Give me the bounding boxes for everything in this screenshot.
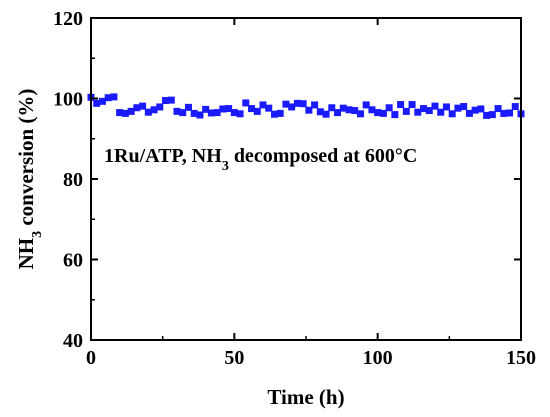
data-point — [110, 93, 118, 101]
data-point — [420, 105, 428, 113]
x-tick-label: 150 — [506, 347, 536, 369]
data-point — [121, 109, 129, 117]
data-point — [506, 109, 514, 117]
data-point — [93, 99, 101, 107]
data-point — [139, 102, 147, 110]
data-point — [270, 110, 278, 118]
data-point — [184, 103, 192, 111]
data-point — [248, 105, 256, 113]
data-point — [288, 103, 296, 111]
y-tick-label: 100 — [53, 89, 83, 111]
data-point — [483, 111, 491, 119]
data-point — [104, 94, 112, 102]
data-point — [179, 109, 187, 117]
data-point — [311, 101, 319, 109]
data-point — [431, 102, 439, 110]
data-point — [116, 109, 124, 117]
data-point — [339, 104, 347, 112]
data-point — [351, 107, 359, 115]
data-point — [511, 103, 519, 111]
data-point — [236, 110, 244, 118]
marker-group — [87, 93, 525, 119]
tick-group: 40 60 80 100 120 0 50 100 150 — [53, 8, 536, 369]
data-point — [448, 110, 456, 118]
chart-annotation: 1Ru/ATP, NH3 decomposed at 600°C — [104, 145, 417, 174]
y-tick-label: 80 — [63, 169, 83, 191]
data-point — [133, 104, 141, 112]
data-point — [454, 104, 462, 112]
y-tick-label: 40 — [63, 330, 83, 352]
data-point — [408, 101, 416, 109]
data-point — [305, 106, 313, 114]
data-point — [414, 108, 422, 116]
data-point — [225, 105, 233, 113]
data-point — [437, 108, 445, 116]
data-point — [127, 107, 135, 115]
data-point — [465, 109, 473, 117]
data-point — [98, 97, 106, 105]
data-point — [219, 105, 227, 113]
y-axis-title: NH3 conversion (%) — [14, 89, 45, 270]
data-point — [334, 109, 342, 117]
data-point — [282, 100, 290, 108]
data-point — [488, 111, 496, 119]
data-point — [402, 107, 410, 115]
data-point — [322, 110, 330, 118]
data-point — [253, 107, 261, 115]
data-point — [156, 103, 164, 111]
x-tick-label: 100 — [363, 347, 393, 369]
data-point — [374, 109, 382, 117]
data-point — [293, 99, 301, 107]
data-point — [167, 96, 175, 104]
data-point — [202, 105, 210, 113]
data-point — [230, 109, 238, 117]
data-point — [391, 111, 399, 119]
data-point — [494, 105, 502, 113]
data-point — [356, 110, 364, 118]
data-point — [259, 101, 267, 109]
data-point — [276, 109, 284, 117]
data-point — [328, 104, 336, 112]
y-tick-label: 60 — [63, 250, 83, 272]
data-point — [150, 106, 158, 114]
x-axis-title: Time (h) — [267, 385, 344, 409]
x-tick-label: 50 — [224, 347, 244, 369]
data-point — [213, 109, 221, 117]
x-tick-label: 0 — [86, 347, 96, 369]
data-point — [385, 104, 393, 112]
data-point — [362, 101, 370, 109]
data-point — [397, 101, 405, 109]
data-point — [162, 97, 170, 105]
data-point — [460, 103, 468, 111]
data-point — [144, 108, 152, 116]
data-point — [471, 106, 479, 114]
data-point — [207, 109, 215, 117]
data-point — [477, 105, 485, 113]
data-point — [173, 107, 181, 115]
data-point — [345, 106, 353, 114]
data-point — [196, 111, 204, 119]
data-point — [265, 104, 273, 112]
data-point — [442, 103, 450, 111]
data-point — [299, 100, 307, 108]
data-point — [368, 106, 376, 114]
data-point — [500, 109, 508, 117]
data-point — [316, 108, 324, 116]
y-tick-label: 120 — [53, 8, 83, 30]
data-point — [425, 107, 433, 115]
data-point — [190, 109, 198, 117]
data-point — [242, 99, 250, 107]
plot-frame — [90, 17, 522, 341]
data-point — [379, 109, 387, 117]
